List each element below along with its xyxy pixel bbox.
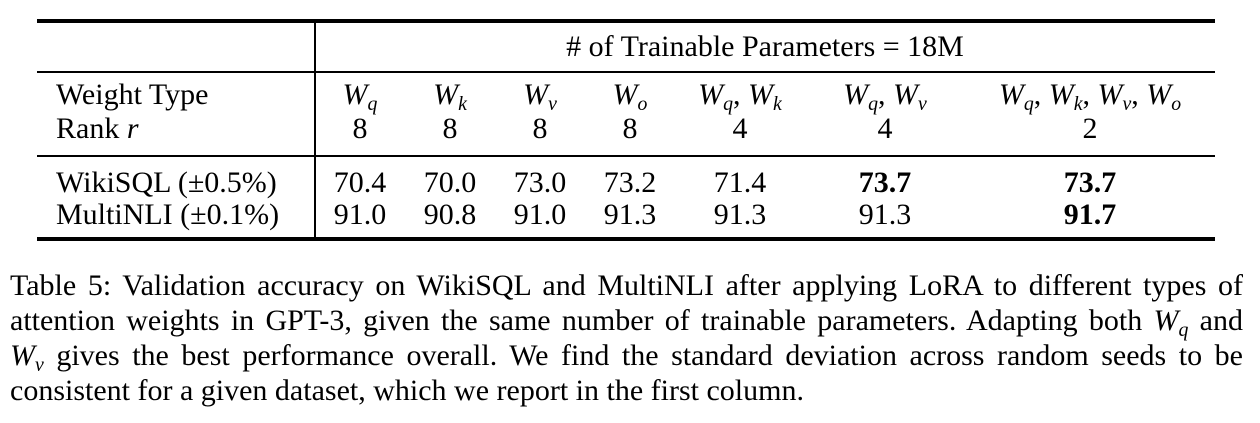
- row-label: WikiSQL (±0.5%): [56, 166, 277, 199]
- col-header-weight-type-1: Wk: [433, 78, 467, 115]
- col-header-rank-6: 2: [1082, 112, 1098, 145]
- value-cell: 91.7: [1063, 198, 1117, 231]
- row-label: MultiNLI (±0.1%): [56, 198, 280, 231]
- caption-line-2: attention weights in GPT-3, given the sa…: [10, 304, 1243, 341]
- table-row-wikisql: WikiSQL (±0.5%) 70.4 70.0 73.0 73.2 71.4 73.7 7…: [37, 166, 1215, 199]
- weight-type-row-label: Weight Type: [56, 78, 209, 111]
- caption-line-3: Wv gives the best performance overall. W…: [10, 339, 1243, 376]
- value-cell: 91.0: [333, 198, 387, 231]
- value-cell: 91.3: [713, 198, 767, 231]
- value-cell: 73.0: [513, 166, 567, 199]
- value-cell: 91.0: [513, 198, 567, 231]
- table-column-divider: [314, 23, 316, 237]
- value-cell: 70.4: [333, 166, 387, 199]
- trainable-params-header: # of Trainable Parameters = 18M: [566, 30, 964, 63]
- value-cell: 73.7: [1063, 166, 1117, 199]
- col-header-weight-type-5: Wq, Wv: [843, 78, 927, 115]
- rank-row-label: Rank r: [56, 112, 139, 145]
- caption-line-4: consistent for a given dataset, which we…: [10, 374, 804, 407]
- table-mid-rule-1: [37, 71, 1215, 73]
- col-header-rank-3: 8: [622, 112, 638, 145]
- value-cell: 91.3: [858, 198, 912, 231]
- col-header-weight-type-0: Wq: [342, 78, 378, 115]
- value-cell: 70.0: [423, 166, 477, 199]
- col-header-weight-type-2: Wv: [523, 78, 557, 115]
- value-cell: 90.8: [423, 198, 477, 231]
- table-top-rule: [37, 19, 1215, 23]
- weight-type-row: Weight Type Wq Wk Wv Wo Wq, Wk Wq, Wv Wq, Wk, …: [37, 78, 1215, 115]
- rank-row: Rank r 8 8 8 8 4 4 2: [37, 112, 1215, 145]
- table-bottom-rule: [37, 237, 1215, 241]
- table-caption: Table 5: Validation accuracy on WikiSQL …: [10, 268, 1243, 408]
- col-header-weight-type-6: Wq, Wk, Wv, Wo: [998, 78, 1182, 115]
- col-header-weight-type-3: Wo: [612, 78, 648, 115]
- value-cell: 91.3: [603, 198, 657, 231]
- col-header-rank-1: 8: [442, 112, 458, 145]
- col-header-weight-type-4: Wq, Wk: [698, 78, 782, 115]
- col-header-rank-4: 4: [732, 112, 748, 145]
- value-cell: 73.2: [603, 166, 657, 199]
- table-row-multinli: MultiNLI (±0.1%) 91.0 90.8 91.0 91.3 91.3 91.3…: [37, 198, 1215, 231]
- value-cell: 71.4: [713, 166, 767, 199]
- col-header-rank-2: 8: [532, 112, 548, 145]
- col-header-rank-0: 8: [352, 112, 368, 145]
- col-header-rank-5: 4: [877, 112, 893, 145]
- value-cell: 73.7: [858, 166, 912, 199]
- caption-line-1: Table 5: Validation accuracy on WikiSQL …: [10, 269, 1243, 302]
- table-mid-rule-2: [37, 155, 1215, 157]
